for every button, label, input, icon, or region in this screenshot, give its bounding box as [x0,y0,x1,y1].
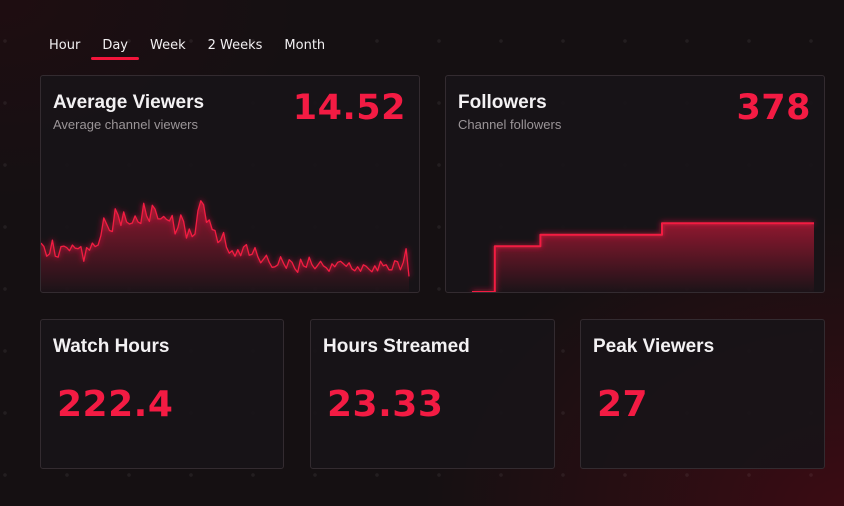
hours-streamed-title: Hours Streamed [323,336,470,357]
hours-streamed-value: 23.33 [327,384,444,425]
average-viewers-series-area [41,200,409,292]
followers-series-area [472,223,814,292]
time-range-tabs: Hour Day Week 2 Weeks Month [38,30,336,60]
peak-viewers-value: 27 [597,384,649,425]
tab-2-weeks[interactable]: 2 Weeks [197,30,274,60]
tab-month-label: Month [284,38,326,53]
tab-day[interactable]: Day [91,30,139,60]
tab-2-weeks-label: 2 Weeks [207,38,263,53]
tab-hour[interactable]: Hour [38,30,91,60]
average-viewers-chart [41,200,410,292]
average-viewers-series-line [41,200,410,277]
followers-title: Followers [458,92,547,113]
average-viewers-subtitle: Average channel viewers [53,117,199,132]
watch-hours-value: 222.4 [57,384,174,425]
followers-card: Followers Channel followers 378 [445,75,825,293]
tab-hour-label: Hour [49,38,81,53]
watch-hours-title: Watch Hours [53,336,170,357]
hours-streamed-card: Hours Streamed 23.33 [310,319,555,469]
average-viewers-value: 14.52 [292,88,406,128]
watch-hours-card: Watch Hours 222.4 [40,319,284,469]
followers-chart [472,222,814,292]
peak-viewers-title: Peak Viewers [593,336,715,357]
average-viewers-title: Average Viewers [53,92,205,113]
followers-value: 378 [736,88,811,128]
tab-week[interactable]: Week [139,30,197,60]
tab-month[interactable]: Month [273,30,336,60]
tab-week-label: Week [150,38,186,53]
tab-day-label: Day [102,38,128,53]
peak-viewers-card: Peak Viewers 27 [580,319,825,469]
followers-subtitle: Channel followers [458,117,562,132]
average-viewers-card: Average Viewers Average channel viewers … [40,75,420,293]
followers-series-line [472,222,814,292]
